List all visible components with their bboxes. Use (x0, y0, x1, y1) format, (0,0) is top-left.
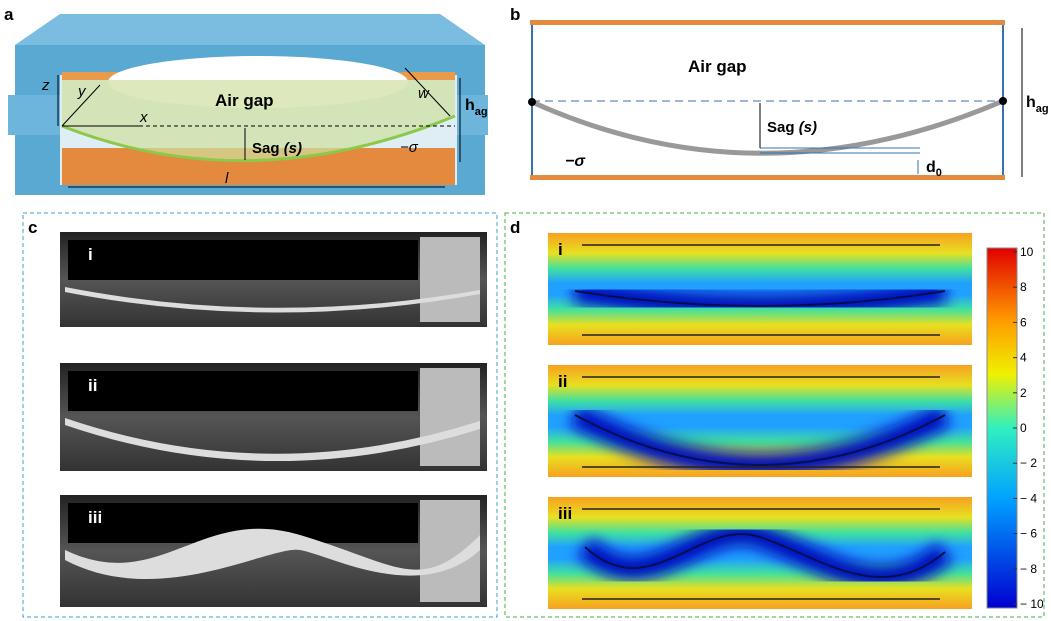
image-label: i (558, 240, 563, 259)
anchor (528, 98, 536, 106)
h-label: hag (1026, 94, 1049, 115)
sag-text: Sag (767, 119, 795, 136)
image-label: iii (558, 504, 572, 523)
sigma-label: −σ (565, 153, 586, 170)
colorbar-tick-label: 4 (1020, 351, 1027, 365)
panel-label: c (28, 218, 37, 237)
photo-wall (420, 237, 480, 322)
sag-symbol: (s) (284, 140, 302, 157)
panel-a: a z y x w Air gap Sag (s) hag l −σ (4, 5, 488, 195)
panel-label: d (510, 218, 520, 237)
sag-text: Sag (252, 140, 280, 157)
photo-window (68, 371, 418, 411)
h-text: h (1026, 94, 1036, 111)
panel-b: b Air gap Sag (s) −σ d0 hag (510, 5, 1049, 180)
colorbar-tick-label: 2 (1020, 386, 1027, 400)
h-sub: ag (475, 106, 488, 118)
air-gap-label: Air gap (215, 91, 274, 110)
air-gap-label: Air gap (688, 57, 747, 76)
top-plate (530, 20, 1005, 25)
colorbar-tick-label: − 2 (1020, 456, 1037, 470)
h-sub: ag (1036, 103, 1049, 115)
colorbar-tick-label: − 4 (1020, 491, 1037, 505)
sag-symbol: (s) (799, 119, 817, 136)
colorbar (987, 248, 1017, 608)
colorbar-tick-label: 0 (1020, 421, 1027, 435)
sag-label: Sag (s) (252, 140, 302, 157)
photo-window (68, 240, 418, 280)
panel-label: b (510, 5, 520, 24)
colorbar-tick-label: 10 (1020, 245, 1034, 259)
d-sub: 0 (936, 167, 942, 179)
figure: a z y x w Air gap Sag (s) hag l −σ b Air… (0, 0, 1051, 621)
image-label: iii (88, 508, 102, 527)
sag-label: Sag (s) (767, 119, 817, 136)
box-top (15, 14, 485, 45)
image-label: ii (88, 376, 97, 395)
axis-label: x (139, 109, 148, 126)
panel-label: a (4, 5, 14, 24)
photo-wall (420, 368, 480, 466)
axis-label: z (41, 77, 50, 94)
colorbar-tick-label: 6 (1020, 315, 1027, 329)
colorbar-tick-label: − 8 (1020, 562, 1037, 576)
image-label: i (88, 245, 93, 264)
colorbar-tick-label: − 10 (1020, 597, 1044, 611)
colorbar-tick-label: − 6 (1020, 527, 1037, 541)
d-text: d (926, 159, 936, 176)
anchor (999, 97, 1007, 105)
image-label: ii (558, 372, 567, 391)
sigma-label: −σ (400, 139, 419, 156)
axis-label: w (418, 85, 430, 102)
colorbar-tick-label: 8 (1020, 280, 1027, 294)
h-text: h (465, 97, 475, 114)
